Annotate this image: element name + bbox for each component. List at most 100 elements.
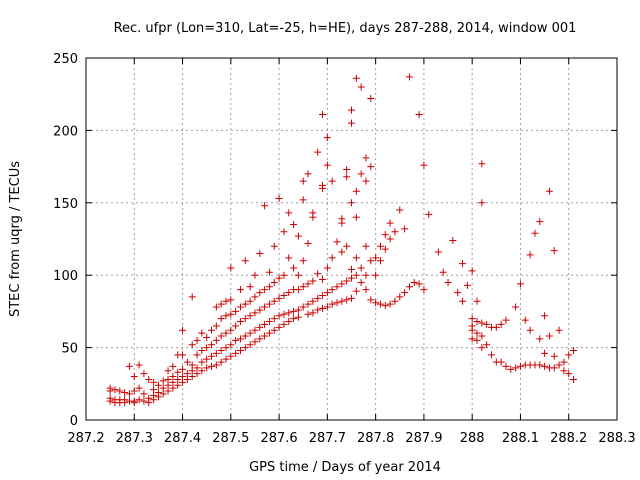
data-point — [193, 351, 201, 359]
data-point — [516, 280, 524, 288]
data-point — [285, 289, 293, 297]
data-point — [352, 187, 360, 195]
data-point — [376, 257, 384, 265]
data-point — [299, 196, 307, 204]
data-point — [150, 396, 158, 404]
data-point — [236, 346, 244, 354]
x-tick-label: 287.5 — [212, 431, 249, 446]
data-point — [227, 264, 235, 272]
data-point — [478, 199, 486, 207]
x-tick-label: 288.2 — [550, 431, 587, 446]
data-point — [111, 386, 119, 394]
data-point — [372, 271, 380, 279]
data-point — [459, 297, 467, 305]
x-tick-label: 288 — [460, 431, 485, 446]
data-point — [222, 355, 230, 363]
data-point — [454, 289, 462, 297]
data-point — [179, 378, 187, 386]
data-point — [338, 297, 346, 305]
data-point — [294, 232, 302, 240]
data-point — [174, 368, 182, 376]
data-point — [343, 173, 351, 181]
data-point — [323, 264, 331, 272]
data-point — [314, 270, 322, 278]
data-point — [256, 249, 264, 257]
data-point — [521, 316, 529, 324]
data-point — [328, 254, 336, 262]
data-point — [241, 332, 249, 340]
data-point — [222, 297, 230, 305]
data-point — [319, 110, 327, 118]
data-point — [265, 283, 273, 291]
data-point — [401, 225, 409, 233]
data-point — [343, 165, 351, 173]
data-point — [420, 161, 428, 169]
data-point — [280, 291, 288, 299]
data-point — [357, 278, 365, 286]
data-point — [159, 390, 167, 398]
data-point — [333, 299, 341, 307]
data-point — [309, 297, 317, 305]
data-point — [217, 315, 225, 323]
chart-title: Rec. ufpr (Lon=310, Lat=-25, h=HE), days… — [114, 21, 577, 36]
data-point — [241, 344, 249, 352]
data-point — [135, 396, 143, 404]
x-tick-label: 288.3 — [598, 431, 635, 446]
data-point — [121, 399, 129, 407]
data-point — [526, 326, 534, 334]
data-point — [362, 271, 370, 279]
data-point — [304, 170, 312, 178]
data-point — [125, 390, 133, 398]
data-point — [541, 349, 549, 357]
data-point — [323, 134, 331, 142]
data-point — [468, 267, 476, 275]
data-point — [352, 74, 360, 82]
data-point — [463, 281, 471, 289]
data-point — [357, 170, 365, 178]
data-point — [299, 177, 307, 185]
data-point — [227, 310, 235, 318]
data-point — [396, 206, 404, 214]
data-point — [512, 303, 520, 311]
data-point — [352, 271, 360, 279]
data-point — [140, 370, 148, 378]
data-point — [179, 365, 187, 373]
axis-ticks: 287.2 287.3 287.4 287.5 287.6 287.7 287.8 287.9… — [53, 52, 635, 446]
data-point — [333, 283, 341, 291]
data-point — [290, 221, 298, 229]
data-point — [323, 303, 331, 311]
data-point — [396, 293, 404, 301]
data-point — [386, 235, 394, 243]
data-point — [492, 323, 500, 331]
data-point — [497, 358, 505, 366]
data-point — [328, 177, 336, 185]
data-point — [304, 239, 312, 247]
data-point — [338, 219, 346, 227]
data-point — [251, 338, 259, 346]
data-point — [275, 323, 283, 331]
data-point — [415, 110, 423, 118]
data-point — [275, 294, 283, 302]
data-point — [280, 320, 288, 328]
data-point — [352, 254, 360, 262]
data-point — [333, 238, 341, 246]
x-tick-label: 287.3 — [116, 431, 153, 446]
data-point — [473, 329, 481, 337]
data-point — [565, 351, 573, 359]
data-point — [261, 320, 269, 328]
y-tick-label: 150 — [53, 197, 78, 212]
data-point — [198, 329, 206, 337]
data-point — [265, 318, 273, 326]
data-point — [473, 336, 481, 344]
data-point — [208, 326, 216, 334]
data-point — [208, 341, 216, 349]
data-point — [227, 296, 235, 304]
data-point — [154, 381, 162, 389]
data-point — [212, 349, 220, 357]
data-point — [348, 106, 355, 114]
data-point — [290, 264, 298, 272]
data-point — [198, 346, 206, 354]
data-point — [256, 335, 264, 343]
data-point — [212, 322, 220, 330]
data-point — [188, 293, 196, 301]
